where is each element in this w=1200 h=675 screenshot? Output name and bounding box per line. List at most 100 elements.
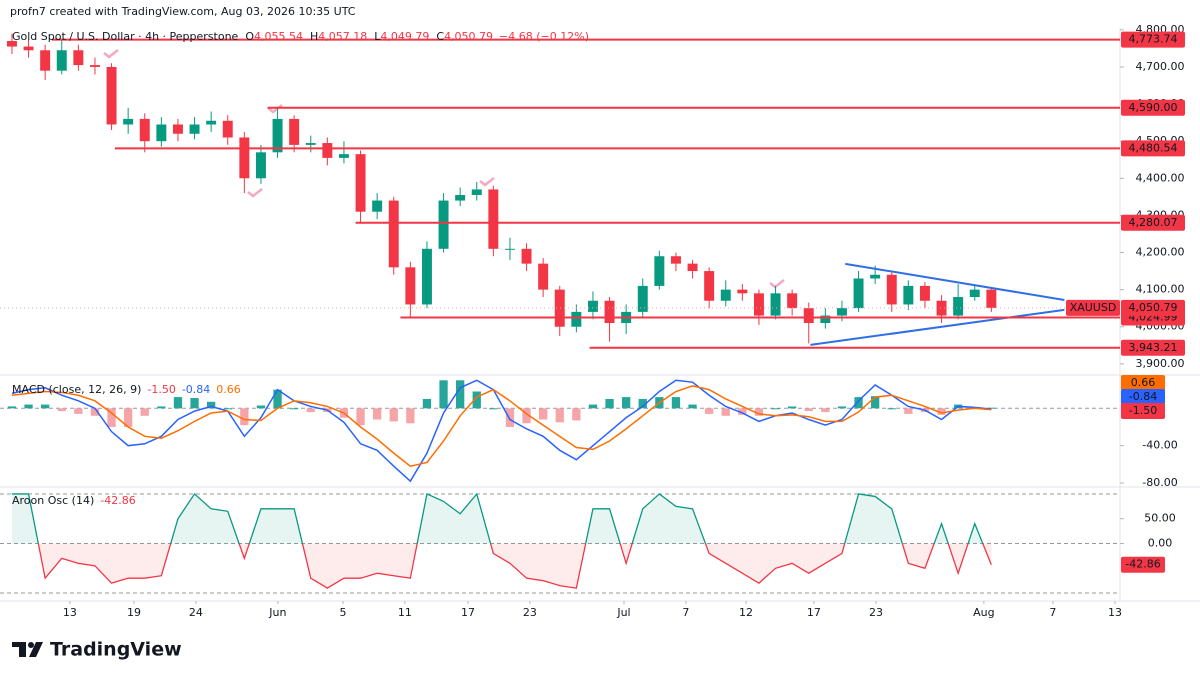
candle-body: [421, 248, 432, 305]
histogram-bar: [107, 408, 116, 427]
candle-body: [206, 120, 217, 125]
histogram-bar: [572, 408, 581, 421]
histogram-bar: [754, 408, 764, 416]
candle-body: [56, 50, 67, 71]
histogram-bar: [472, 391, 481, 409]
x-tick-label: 11: [398, 606, 412, 619]
candle-body: [836, 308, 847, 316]
level-label-box: [1121, 99, 1185, 116]
logo-part: [28, 642, 34, 648]
candle-body: [305, 143, 316, 145]
osc-area-negative: [38, 543, 992, 589]
candle-body: [521, 248, 532, 264]
candle-body: [289, 118, 300, 145]
histogram-bar: [190, 398, 199, 409]
indicator-last-label-box: [1121, 403, 1165, 419]
check-mark: [769, 279, 785, 289]
symbol-label-box: [1066, 299, 1120, 316]
histogram-bar: [173, 397, 183, 409]
candle-body: [504, 248, 515, 250]
histogram-bar: [688, 404, 697, 409]
histogram-bar: [638, 398, 647, 409]
candle-body: [488, 189, 499, 249]
histogram-bar: [223, 408, 232, 410]
candle-body: [820, 315, 831, 324]
candle-body: [123, 118, 134, 125]
last-price-label: 4,050.79: [1129, 301, 1178, 314]
histogram-bar: [705, 408, 714, 414]
level-label-box: [1121, 31, 1185, 48]
candle-body: [604, 300, 615, 324]
histogram-bar: [207, 401, 216, 409]
osc-area-positive: [11, 493, 992, 544]
candle-body: [455, 194, 466, 201]
histogram-bar: [389, 408, 398, 422]
indicator-last-label: -42.86: [1125, 558, 1160, 571]
logo-part: [19, 642, 26, 657]
candle-body: [870, 274, 881, 279]
candle-body: [388, 200, 399, 268]
check-mark: [479, 177, 495, 187]
x-tick-label: Jun: [268, 606, 286, 619]
x-tick-label: 23: [523, 606, 537, 619]
candle-body: [919, 285, 930, 301]
candle-body: [753, 293, 764, 316]
ohlc-key: H: [310, 30, 318, 43]
histogram-bar: [456, 380, 465, 409]
indicator-title: Aroon Osc (14): [12, 494, 94, 507]
candle-body: [322, 143, 333, 158]
candle-body: [40, 50, 51, 71]
histogram-bar: [821, 408, 830, 413]
histogram-bar: [41, 404, 50, 409]
histogram-bar: [539, 408, 548, 420]
x-tick-label: 23: [869, 606, 883, 619]
indicator-value: -1.50: [147, 383, 175, 396]
candle-body: [405, 267, 416, 305]
level-label-box: [1121, 140, 1185, 157]
x-tick-label: 17: [461, 606, 475, 619]
y-tick-label: 4,700.00: [1136, 60, 1185, 73]
x-tick-label: 19: [127, 606, 141, 619]
legend: Gold Spot / U.S. Dollar · 4h · Peppersto…: [12, 30, 589, 43]
histogram-bar: [406, 408, 415, 424]
histogram-bar: [854, 397, 863, 409]
candle-body: [587, 300, 598, 312]
logo-part: [29, 642, 43, 657]
candle-body: [571, 311, 582, 327]
level-label: 4,480.54: [1129, 141, 1178, 154]
level-label: 4,280.07: [1129, 216, 1178, 229]
level-label: 4,773.74: [1129, 33, 1178, 46]
candle-body: [272, 118, 283, 153]
indicator-last-label-box: [1121, 375, 1165, 391]
ohlc-key: C: [436, 30, 444, 43]
histogram-bar: [489, 408, 498, 410]
candle-body: [239, 137, 250, 179]
candle-body: [106, 66, 117, 125]
candle-body: [139, 118, 150, 142]
x-tick-label: 13: [1108, 606, 1122, 619]
symbol-label: XAUUSD: [1070, 301, 1117, 314]
candle-body: [720, 289, 731, 301]
candle-body: [471, 189, 482, 195]
histogram-bar: [422, 398, 432, 409]
y-tick-label: 0.00: [1148, 537, 1173, 550]
histogram-bar: [74, 408, 83, 414]
histogram-bar: [24, 404, 33, 409]
candle-body: [670, 256, 681, 264]
histogram-bar: [588, 404, 598, 409]
check-mark: [103, 49, 119, 59]
indicator-last-label: -0.84: [1129, 390, 1157, 403]
candle-body: [637, 285, 648, 312]
level-label: 4,590.00: [1129, 101, 1178, 114]
x-tick-label: 5: [339, 606, 346, 619]
x-tick-label: 24: [189, 606, 203, 619]
candle-body: [538, 263, 549, 290]
indicator-title: MACD (close, 12, 26, 9): [12, 383, 141, 396]
candle-body: [936, 300, 947, 316]
candle-body: [172, 124, 183, 134]
brand: TradingView: [50, 639, 182, 661]
indicator-last-label: -1.50: [1129, 404, 1157, 417]
histogram-bar: [555, 408, 564, 423]
check-mark: [247, 188, 263, 198]
